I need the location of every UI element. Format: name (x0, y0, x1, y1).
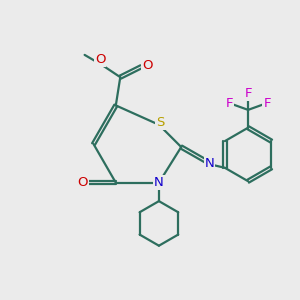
Text: N: N (154, 176, 164, 189)
Text: S: S (156, 116, 165, 129)
Text: O: O (142, 59, 152, 72)
Text: O: O (77, 176, 88, 189)
Text: F: F (225, 97, 233, 110)
Text: O: O (95, 53, 105, 66)
Text: N: N (205, 157, 214, 170)
Text: F: F (244, 87, 252, 100)
Text: F: F (263, 97, 271, 110)
